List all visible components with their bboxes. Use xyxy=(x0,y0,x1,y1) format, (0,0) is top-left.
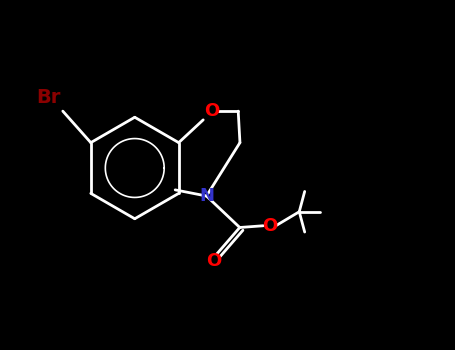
Text: O: O xyxy=(206,252,221,270)
Text: N: N xyxy=(199,187,214,205)
Text: O: O xyxy=(204,102,220,120)
Text: O: O xyxy=(262,217,277,235)
Text: Br: Br xyxy=(36,88,61,107)
